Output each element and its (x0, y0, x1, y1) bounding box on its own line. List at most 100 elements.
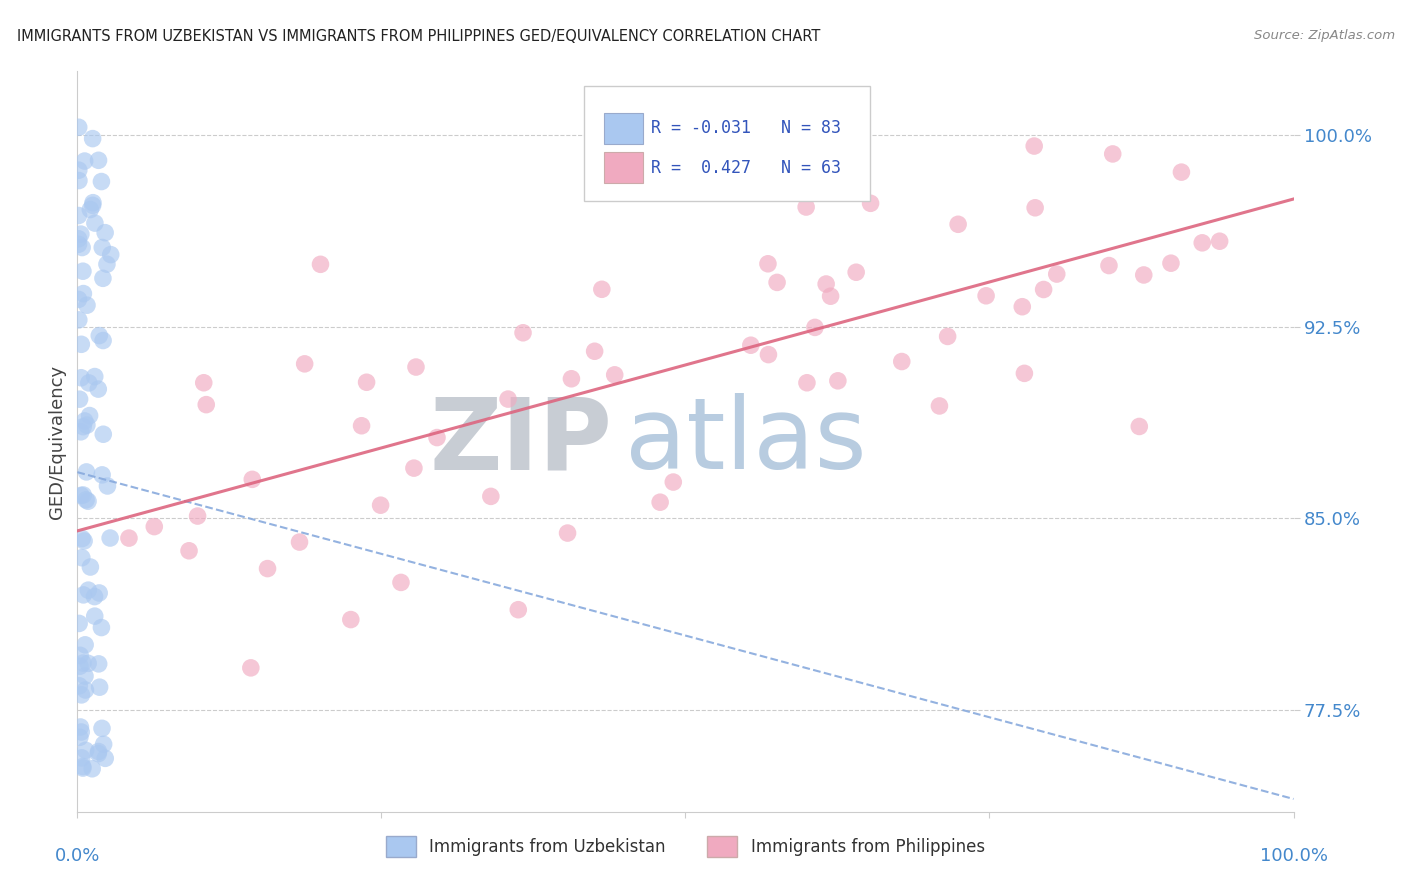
Point (389, 575, 412, 590)
Point (67, 163, 90, 178)
Point (827, 374, 849, 388)
Point (76, 298, 98, 312)
Point (69, 659, 91, 673)
Point (758, 348, 780, 362)
Point (89, 680, 111, 694)
Point (239, 661, 262, 675)
Point (70, 227, 93, 241)
Point (70, 688, 93, 702)
Point (87, 382, 110, 396)
FancyBboxPatch shape (605, 152, 643, 183)
Point (356, 376, 378, 390)
Point (67, 679, 90, 693)
Point (143, 519, 166, 533)
Legend: Immigrants from Uzbekistan, Immigrants from Philippines: Immigrants from Uzbekistan, Immigrants f… (385, 837, 986, 856)
Point (91, 271, 114, 285)
Point (187, 509, 209, 524)
Point (69, 392, 91, 407)
Point (69, 648, 91, 663)
Point (94, 226, 117, 240)
Point (77, 494, 100, 508)
Point (72, 761, 94, 775)
Text: 0.0%: 0.0% (55, 847, 100, 865)
Point (591, 282, 613, 296)
Point (1132, 268, 1154, 282)
Point (73, 154, 96, 169)
Point (87, 657, 110, 671)
Point (1024, 139, 1046, 153)
Point (67, 173, 90, 187)
Text: atlas: atlas (624, 393, 866, 490)
Point (87, 747, 110, 761)
Point (79, 202, 101, 217)
Point (67, 209, 90, 223)
Point (662, 475, 685, 489)
Point (93, 737, 115, 751)
Point (100, 247, 122, 261)
Point (859, 196, 882, 211)
Point (294, 357, 316, 371)
Point (87, 153, 110, 168)
Point (195, 398, 218, 412)
Point (70, 532, 93, 546)
Text: IMMIGRANTS FROM UZBEKISTAN VS IMMIGRANTS FROM PHILIPPINES GED/EQUIVALENCY CORREL: IMMIGRANTS FROM UZBEKISTAN VS IMMIGRANTS… (17, 29, 820, 44)
Point (177, 543, 200, 558)
FancyBboxPatch shape (605, 112, 643, 144)
Point (73, 669, 96, 683)
Point (1032, 283, 1054, 297)
Point (70, 751, 93, 765)
Point (402, 461, 425, 475)
Point (72, 759, 94, 773)
Point (67, 616, 90, 631)
Point (193, 376, 215, 390)
Text: R =  0.427   N = 63: R = 0.427 N = 63 (651, 159, 841, 177)
Point (91, 334, 114, 348)
Point (118, 531, 141, 545)
Point (90, 175, 112, 189)
Y-axis label: GED/Equivalency: GED/Equivalency (48, 365, 66, 518)
Point (288, 535, 311, 549)
Point (426, 431, 449, 445)
Point (512, 326, 534, 340)
Point (1101, 147, 1123, 161)
Point (79, 409, 101, 423)
Point (70, 488, 93, 502)
Point (1024, 201, 1046, 215)
Point (815, 277, 838, 291)
Point (1098, 259, 1121, 273)
Point (82, 762, 104, 776)
Point (740, 338, 762, 352)
Point (83, 590, 105, 604)
Point (1170, 165, 1192, 179)
Point (96, 479, 118, 493)
Point (1128, 419, 1150, 434)
Point (72, 588, 94, 602)
Point (72, 286, 94, 301)
Point (479, 489, 502, 503)
Point (804, 320, 827, 334)
Point (1011, 300, 1033, 314)
Point (82, 198, 104, 212)
Point (560, 372, 582, 386)
Point (70, 240, 93, 254)
Point (90, 621, 112, 635)
Point (91, 722, 114, 736)
Point (87, 744, 110, 758)
Point (508, 603, 530, 617)
Point (496, 392, 519, 406)
Point (936, 329, 959, 343)
Point (1014, 367, 1036, 381)
Point (603, 368, 626, 382)
Point (946, 217, 969, 231)
Point (82, 195, 104, 210)
Point (1208, 234, 1230, 248)
Point (98, 531, 121, 545)
Point (350, 418, 373, 433)
Point (72, 419, 94, 434)
Point (405, 359, 427, 374)
Point (340, 613, 363, 627)
Point (67, 232, 90, 246)
Point (974, 289, 997, 303)
Point (650, 495, 672, 509)
Point (91, 240, 114, 254)
